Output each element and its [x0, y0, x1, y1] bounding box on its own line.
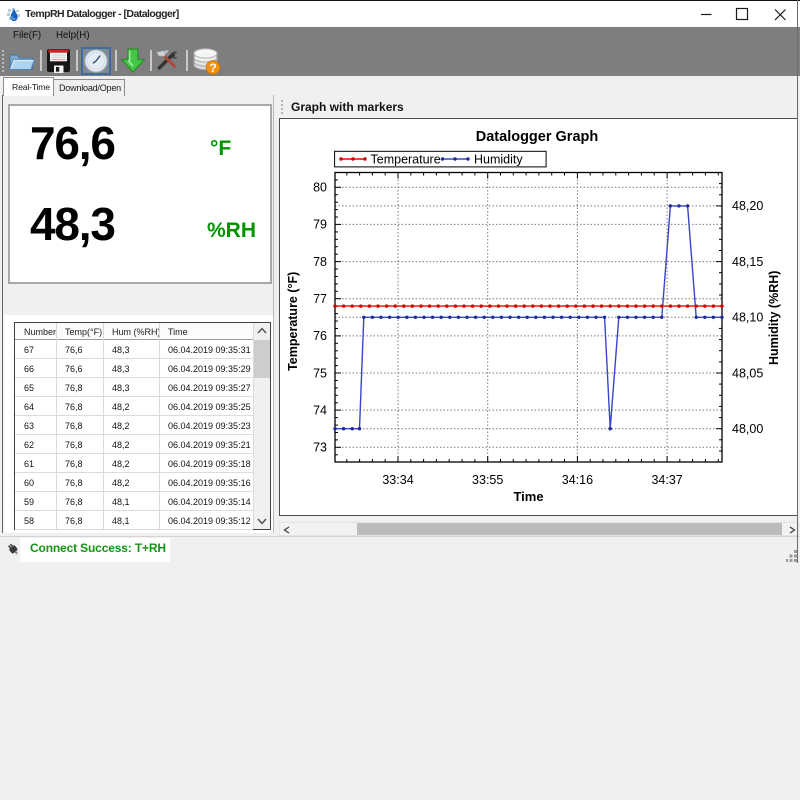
svg-text:77: 77 [313, 292, 327, 306]
svg-text:33:34: 33:34 [382, 473, 413, 487]
svg-text:78: 78 [313, 255, 327, 269]
svg-text:Time: Time [513, 489, 543, 504]
svg-text:34:37: 34:37 [651, 473, 682, 487]
svg-text:Datalogger Graph: Datalogger Graph [476, 129, 598, 145]
svg-text:76: 76 [313, 329, 327, 343]
svg-text:74: 74 [313, 403, 327, 417]
svg-text:48,20: 48,20 [732, 199, 763, 213]
svg-text:Humidity: Humidity [474, 152, 523, 166]
svg-text:Temperature (°F): Temperature (°F) [286, 272, 300, 371]
svg-text:Humidity (%RH): Humidity (%RH) [767, 271, 781, 365]
svg-text:79: 79 [313, 218, 327, 232]
svg-text:48,10: 48,10 [732, 311, 763, 325]
svg-text:73: 73 [313, 441, 327, 455]
svg-text:33:55: 33:55 [472, 473, 503, 487]
svg-text:80: 80 [313, 181, 327, 195]
svg-text:48,00: 48,00 [732, 422, 763, 436]
svg-text:34:16: 34:16 [562, 473, 593, 487]
svg-text:48,05: 48,05 [732, 366, 763, 380]
svg-text:75: 75 [313, 366, 327, 380]
svg-text:?: ? [209, 61, 216, 75]
svg-text:48,15: 48,15 [732, 255, 763, 269]
svg-text:Temperature: Temperature [371, 152, 441, 166]
